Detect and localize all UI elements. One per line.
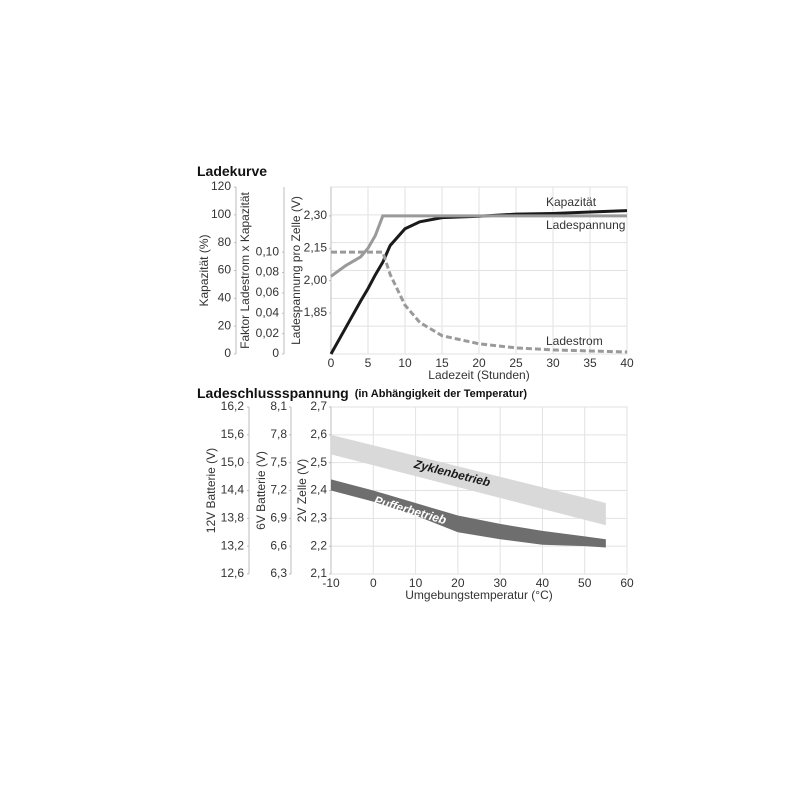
x-tick-label: 5: [365, 356, 372, 370]
x-tick-label: 35: [583, 356, 597, 370]
band: [331, 434, 606, 526]
series-line: [329, 209, 628, 355]
x-axis-title: Umgebungstemperatur (°C): [405, 588, 553, 602]
y-tick-label: 2,7: [310, 399, 327, 413]
y-tick-label: 16,2: [221, 399, 245, 413]
x-tick-label: 50: [578, 576, 592, 590]
y-tick-label: 7,2: [270, 483, 287, 497]
y-tick-label: 40: [218, 291, 232, 305]
x-tick-label: 0: [370, 576, 377, 590]
title-text: Ladekurve: [197, 163, 267, 179]
y-tick-label: 2,30: [304, 208, 328, 222]
x-tick-label: 25: [509, 356, 523, 370]
y-tick-label: 2,6: [310, 427, 327, 441]
y-tick-label: 15,0: [221, 455, 245, 469]
y-tick-label: 13,8: [221, 511, 245, 525]
y-tick-label: 2,1: [310, 566, 327, 580]
y-tick-label: 14,4: [221, 483, 245, 497]
y-tick-label: 7,8: [270, 427, 287, 441]
band-label: Pufferbetrieb: [373, 493, 448, 527]
y-tick-label: 7,5: [270, 455, 287, 469]
y-axis-title: Ladespannung pro Zelle (V): [289, 196, 303, 345]
x-tick-label: 60: [620, 576, 634, 590]
x-axis-title: Ladezeit (Stunden): [428, 368, 529, 382]
x-tick-label: 40: [620, 356, 634, 370]
series-label: Ladespannung: [546, 218, 625, 232]
y-tick-label: 6,3: [270, 566, 287, 580]
y-tick-label: 100: [211, 207, 231, 221]
y-axis-title: 12V Batterie (V): [204, 448, 218, 533]
y-tick-label: 0,10: [256, 244, 280, 258]
y-tick-label: 2,4: [310, 483, 327, 497]
x-tick-label: 20: [472, 356, 486, 370]
y-tick-label: 0: [272, 346, 279, 360]
series-line: [330, 214, 627, 278]
series-label: Kapazität: [546, 195, 597, 209]
y-tick-label: 13,2: [221, 538, 245, 552]
y-tick-label: 2,5: [310, 455, 327, 469]
x-tick-label: 40: [536, 576, 550, 590]
title-text: Ladeschlussspannung: [197, 385, 349, 401]
y-tick-label: 20: [218, 318, 232, 332]
chart-title: Ladeschlussspannung (in Abhängigkeit der …: [197, 385, 527, 401]
x-tick-label: 10: [409, 576, 423, 590]
y-tick-label: 2,15: [304, 240, 328, 254]
y-tick-label: 0,02: [256, 326, 280, 340]
y-tick-label: 60: [218, 263, 232, 277]
y-tick-label: 0,04: [256, 305, 280, 319]
y-tick-label: 2,3: [310, 511, 327, 525]
band: [331, 479, 606, 548]
y-tick-label: 80: [218, 235, 232, 249]
x-tick-label: 30: [493, 576, 507, 590]
x-tick-label: 0: [328, 356, 335, 370]
y-tick-label: 1,85: [304, 305, 328, 319]
y-tick-label: 2,2: [310, 538, 327, 552]
x-tick-label: 10: [398, 356, 412, 370]
x-tick-label: 20: [451, 576, 465, 590]
y-axis-title: Kapazität (%): [197, 234, 211, 306]
y-axis-title: 6V Batterie (V): [254, 451, 268, 530]
series-line: [331, 250, 628, 354]
x-tick-label: 15: [435, 356, 449, 370]
y-tick-label: 0,06: [256, 285, 280, 299]
chart-title: Ladekurve: [197, 163, 267, 179]
y-axis-title: Faktor Ladestrom x Kapazität: [238, 191, 252, 348]
x-tick-label: 30: [546, 356, 560, 370]
series-label: Ladestrom: [546, 334, 603, 348]
y-tick-label: 0: [224, 346, 231, 360]
y-tick-label: 6,6: [270, 538, 287, 552]
y-tick-label: 2,00: [304, 273, 328, 287]
x-tick-label: -10: [322, 576, 340, 590]
y-tick-label: 8,1: [270, 399, 287, 413]
subtitle-text: (in Abhängigkeit der Temperatur): [355, 388, 528, 400]
y-tick-label: 0,08: [256, 265, 280, 279]
y-tick-label: 12,6: [221, 566, 245, 580]
y-axis-title: 2V Zelle (V): [295, 459, 309, 522]
y-tick-label: 15,6: [221, 427, 245, 441]
y-tick-label: 120: [211, 179, 231, 193]
y-tick-label: 6,9: [270, 511, 287, 525]
